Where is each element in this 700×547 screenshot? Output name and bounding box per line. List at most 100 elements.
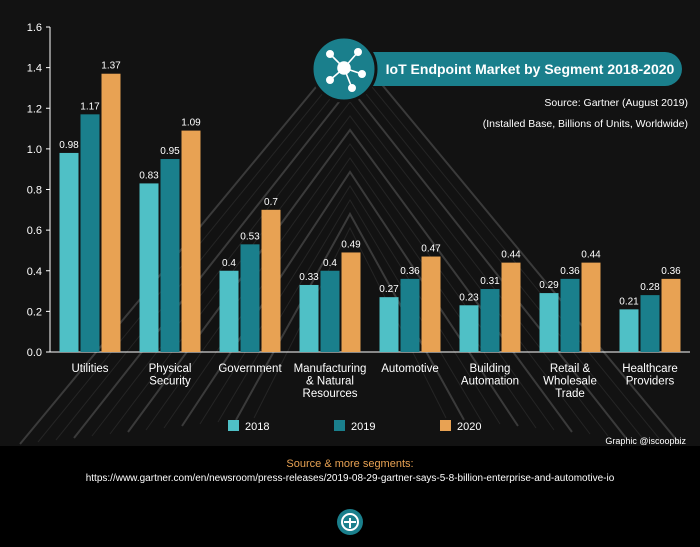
- bar-2020: [501, 262, 521, 352]
- data-label: 0.44: [501, 250, 521, 261]
- category-label: Manufacturing & Natural Resources: [294, 363, 367, 400]
- y-tick-label: 1.2: [27, 103, 42, 115]
- chart-panel: 0.0 0.2 0.4 0.6 0.8 1.0 1.2 1.4 1.6 0.98 1.17 1.37…: [0, 0, 700, 446]
- bar-2020: [181, 130, 201, 352]
- bar-2020: [261, 209, 281, 352]
- data-label: 0.33: [299, 272, 319, 283]
- bar-2019: [80, 114, 100, 352]
- source-note: Source: Gartner (August 2019): [544, 97, 688, 109]
- data-label: 0.36: [400, 266, 420, 277]
- data-label: 0.44: [581, 250, 601, 261]
- category-label-line: Resources: [303, 388, 358, 400]
- bar-2019: [240, 244, 260, 352]
- data-label: 0.27: [379, 284, 399, 295]
- legend-label: 2020: [457, 421, 481, 433]
- category-label-line: Wholesale: [543, 376, 597, 388]
- y-tick-label: 0.2: [27, 306, 42, 318]
- legend-swatch-2019: [334, 420, 345, 431]
- data-label: 0.95: [160, 146, 180, 157]
- legend-swatch-2018: [228, 420, 239, 431]
- data-label: 0.98: [59, 140, 79, 151]
- network-hub-icon: [325, 47, 366, 93]
- units-note: (Installed Base, Billions of Units, Worl…: [483, 118, 688, 130]
- bar-2019: [160, 159, 180, 352]
- legend-swatch-2020: [440, 420, 451, 431]
- data-label: 0.47: [421, 244, 441, 255]
- y-tick-label: 1.6: [27, 22, 42, 34]
- category-labels: Utilities Physical Security Government Manuf…: [71, 363, 677, 400]
- data-label: 0.31: [480, 276, 500, 287]
- category-label: Automotive: [381, 363, 439, 375]
- iscoop-logo-icon: [337, 509, 363, 535]
- category-label-line: Security: [149, 376, 191, 388]
- bar-series: 0.98 1.17 1.37 0.83 0.95 1.09 0.4 0.53 0.7 0.33 0.…: [59, 61, 681, 352]
- bar-2019: [400, 278, 420, 352]
- category-label: Retail & Wholesale Trade: [543, 363, 597, 400]
- bar-2018: [379, 297, 399, 352]
- y-tick-label: 1.4: [27, 63, 42, 75]
- bar-2019: [640, 295, 660, 352]
- bar-2018: [619, 309, 639, 352]
- data-label: 0.49: [341, 239, 361, 250]
- bar-2019: [320, 270, 340, 352]
- category-label-line: Automotive: [381, 363, 439, 375]
- category-label: Healthcare Providers: [622, 363, 678, 388]
- data-label: 0.83: [139, 170, 159, 181]
- data-label: 1.37: [101, 61, 121, 72]
- y-tick-label: 0.8: [27, 185, 42, 197]
- bar-2018: [59, 152, 79, 352]
- category-label-line: Physical: [149, 363, 192, 375]
- y-tick-label: 0.0: [27, 347, 42, 359]
- data-label: 1.17: [80, 101, 100, 112]
- data-label: 0.36: [661, 266, 681, 277]
- category-label: Utilities: [71, 363, 108, 375]
- bar-2020: [421, 256, 441, 352]
- bar-2020: [101, 73, 121, 352]
- chart-title: IoT Endpoint Market by Segment 2018-2020: [386, 61, 675, 77]
- y-tick-label: 1.0: [27, 144, 42, 156]
- bar-2020: [661, 278, 681, 352]
- y-tick-label: 0.4: [27, 266, 42, 278]
- bar-2018: [459, 305, 479, 352]
- bar-2018: [539, 293, 559, 352]
- y-axis-ticks: 0.0 0.2 0.4 0.6 0.8 1.0 1.2 1.4 1.6: [27, 22, 50, 359]
- data-label: 0.21: [619, 296, 639, 307]
- category-label: Building Automation: [461, 363, 519, 388]
- bar-2019: [560, 278, 580, 352]
- background-triangle-line: [253, 226, 447, 419]
- data-label: 1.09: [181, 118, 201, 129]
- category-label-line: Building: [470, 363, 511, 375]
- category-label-line: Utilities: [71, 363, 108, 375]
- data-label: 0.53: [240, 231, 260, 242]
- footer-heading: Source & more segments:: [286, 458, 414, 470]
- category-label-line: Government: [218, 363, 282, 375]
- bar-2018: [219, 270, 239, 352]
- bar-2019: [480, 289, 500, 352]
- iot-bar-chart: 0.0 0.2 0.4 0.6 0.8 1.0 1.2 1.4 1.6 0.98 1.17 1.37…: [19, 22, 690, 446]
- legend-label: 2019: [351, 421, 375, 433]
- data-label: 0.7: [264, 197, 278, 208]
- y-tick-label: 0.6: [27, 225, 42, 237]
- category-label-line: Automation: [461, 376, 519, 388]
- bar-2018: [139, 183, 159, 352]
- title-badge-bar: [344, 52, 682, 86]
- data-label: 0.36: [560, 266, 580, 277]
- category-label: Government: [218, 363, 282, 375]
- data-label: 0.4: [222, 258, 236, 269]
- category-label-line: Providers: [626, 376, 675, 388]
- data-label: 0.28: [640, 282, 660, 293]
- category-label-line: Trade: [555, 388, 585, 400]
- category-label-line: Manufacturing: [294, 363, 367, 375]
- footer: Source & more segments: https://www.gart…: [0, 446, 700, 547]
- category-label-line: Healthcare: [622, 363, 678, 375]
- graphic-credit: Graphic @iscoopbiz: [605, 436, 686, 446]
- legend-label: 2018: [245, 421, 269, 433]
- bar-2018: [299, 284, 319, 352]
- data-label: 0.29: [539, 280, 559, 291]
- title-badge: IoT Endpoint Market by Segment 2018-2020: [310, 35, 682, 103]
- data-label: 0.4: [323, 258, 337, 269]
- data-label: 0.23: [459, 292, 479, 303]
- category-label: Physical Security: [149, 363, 192, 388]
- category-label-line: Retail &: [550, 363, 591, 375]
- source-link[interactable]: https://www.gartner.com/en/newsroom/pres…: [85, 473, 615, 484]
